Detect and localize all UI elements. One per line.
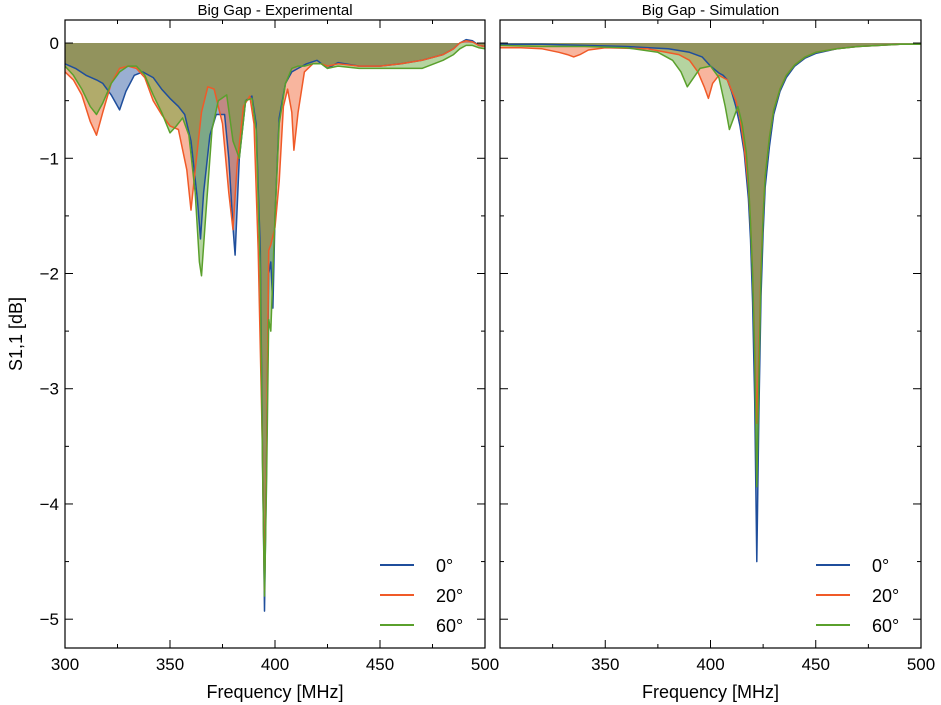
- plot-frame: [499, 19, 922, 649]
- legend-label: 20°: [436, 586, 463, 606]
- plot-area: [500, 43, 921, 563]
- x-tick-label: 350: [156, 655, 184, 674]
- x-tick-label: 500: [907, 655, 935, 674]
- legend-label: 0°: [872, 556, 889, 576]
- y-tick-label: −5: [40, 610, 59, 629]
- y-tick-label: 0: [50, 34, 59, 53]
- series-line-1: [65, 39, 485, 592]
- panel-simulation: 350 400 450 500 Big Gap - Simulation Frequenc…: [499, 2, 935, 702]
- series-line-1: [500, 43, 921, 425]
- legend: 0° 20° 60°: [380, 556, 463, 636]
- series-area-0: [65, 39, 485, 612]
- x-tick-label: 400: [261, 655, 289, 674]
- legend-label: 60°: [872, 616, 899, 636]
- panel-title: Big Gap - Experimental: [197, 2, 352, 19]
- plot-area: [65, 38, 485, 612]
- x-tick-label: 400: [696, 655, 724, 674]
- y-tick-label: −2: [40, 265, 59, 284]
- x-tick-label: 300: [51, 655, 79, 674]
- y-axis-title: S1,1 [dB]: [6, 297, 26, 371]
- series-line-0: [500, 43, 921, 563]
- y-tick-label: −1: [40, 149, 59, 168]
- x-tick-label: 450: [802, 655, 830, 674]
- panel-experimental: 300 350 400 450 500 0 −1 −2 −3 −4 −5 Big Gap - Expe…: [6, 2, 499, 702]
- series-line-2: [500, 43, 921, 488]
- legend-label: 20°: [872, 586, 899, 606]
- legend-label: 60°: [436, 616, 463, 636]
- series-area-2: [65, 43, 485, 597]
- series-area-2: [500, 43, 921, 487]
- x-tick-label: 350: [591, 655, 619, 674]
- x-axis-title: Frequency [MHz]: [206, 682, 343, 702]
- x-tick-label: 450: [366, 655, 394, 674]
- panel-title: Big Gap - Simulation: [642, 2, 780, 19]
- y-tick-label: −3: [40, 380, 59, 399]
- x-tick-label: 500: [471, 655, 499, 674]
- x-axis-title: Frequency [MHz]: [642, 682, 779, 702]
- y-tick-label: −4: [40, 495, 59, 514]
- series-line-2: [65, 44, 485, 597]
- legend-label: 0°: [436, 556, 453, 576]
- series-area-1: [500, 43, 921, 424]
- legend: 0° 20° 60°: [816, 556, 899, 636]
- series-area-0: [500, 43, 921, 562]
